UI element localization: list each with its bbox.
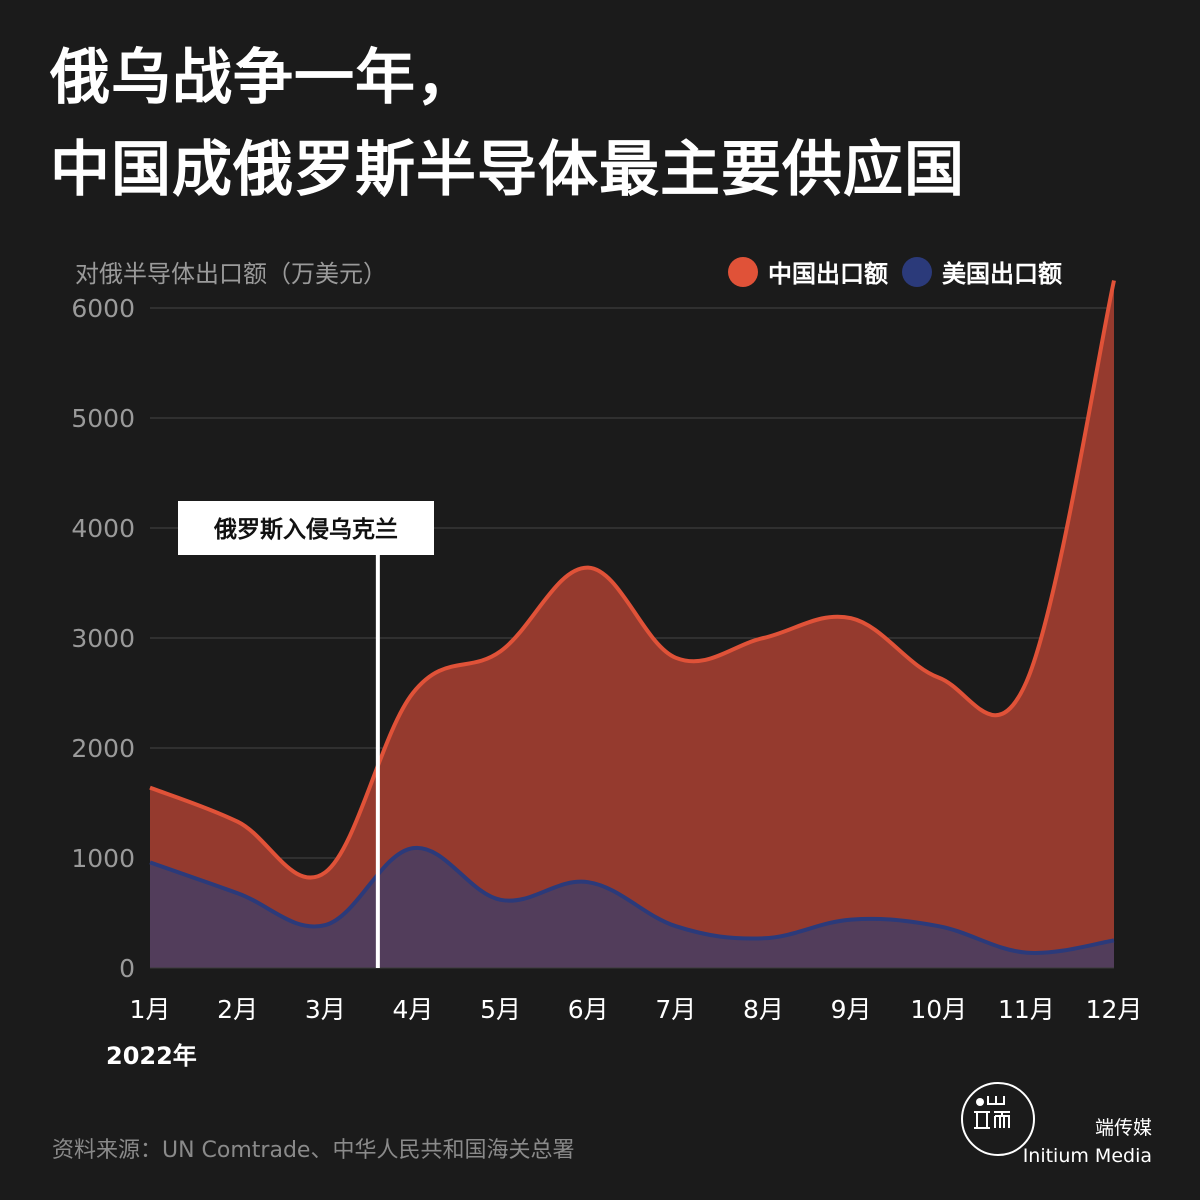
china-line: [149, 280, 1116, 880]
x-tick-label: 9月: [831, 995, 872, 1024]
us-line: [149, 846, 1115, 955]
source-note: 资料来源：UN Comtrade、中华人民共和国海关总署: [52, 1138, 575, 1163]
brand: 端传媒 Initium Media: [1023, 1114, 1152, 1170]
legend-label-us: 美国出口额: [942, 260, 1062, 288]
x-tick-label: 5月: [480, 995, 521, 1024]
x-tick-label: 7月: [655, 995, 696, 1024]
us-area: [150, 847, 1114, 968]
y-tick-label: 6000: [71, 294, 135, 323]
brand-name-cn: 端传媒: [1094, 1117, 1152, 1139]
x-tick-label: 2月: [217, 995, 258, 1024]
legend: 中国出口额 美国出口额: [728, 254, 1062, 289]
y-tick-label: 3000: [71, 624, 135, 653]
x-tick-label: 4月: [392, 995, 433, 1024]
legend-item-us: 美国出口额: [902, 254, 1062, 289]
y-tick-label: 0: [119, 954, 135, 983]
us-swatch: [902, 256, 932, 287]
y-tick-label: 2000: [71, 734, 135, 763]
y-tick-label: 4000: [71, 514, 135, 543]
title-line-1: 俄乌战争一年，: [50, 43, 477, 113]
x-tick-label: 12月: [1086, 995, 1143, 1024]
chart-title: 俄乌战争一年， 中国成俄罗斯半导体最主要供应国: [50, 32, 965, 216]
x-tick-label: 1月: [130, 995, 171, 1024]
china-swatch: [728, 256, 758, 287]
initium-logo-icon: [961, 1082, 1035, 1156]
title-line-2: 中国成俄罗斯半导体最主要供应国: [50, 135, 965, 205]
x-tick-label: 10月: [910, 995, 967, 1024]
x-tick-label: 11月: [998, 995, 1055, 1024]
legend-label-china: 中国出口额: [768, 260, 888, 288]
invasion-label: 俄罗斯入侵乌克兰: [213, 516, 398, 543]
brand-name-en: Initium Media: [1022, 1145, 1152, 1167]
legend-item-china: 中国出口额: [728, 254, 888, 289]
x-tick-label: 6月: [568, 995, 609, 1024]
y-axis-label: 对俄半导体出口额（万美元）: [75, 260, 387, 288]
china-area: [150, 280, 1114, 968]
x-tick-label: 3月: [305, 995, 346, 1024]
year-label: 2022年: [106, 1042, 197, 1070]
y-tick-label: 5000: [71, 404, 135, 433]
y-tick-label: 1000: [71, 844, 135, 873]
x-tick-label: 8月: [743, 995, 784, 1024]
invasion-label-box: [178, 501, 434, 555]
